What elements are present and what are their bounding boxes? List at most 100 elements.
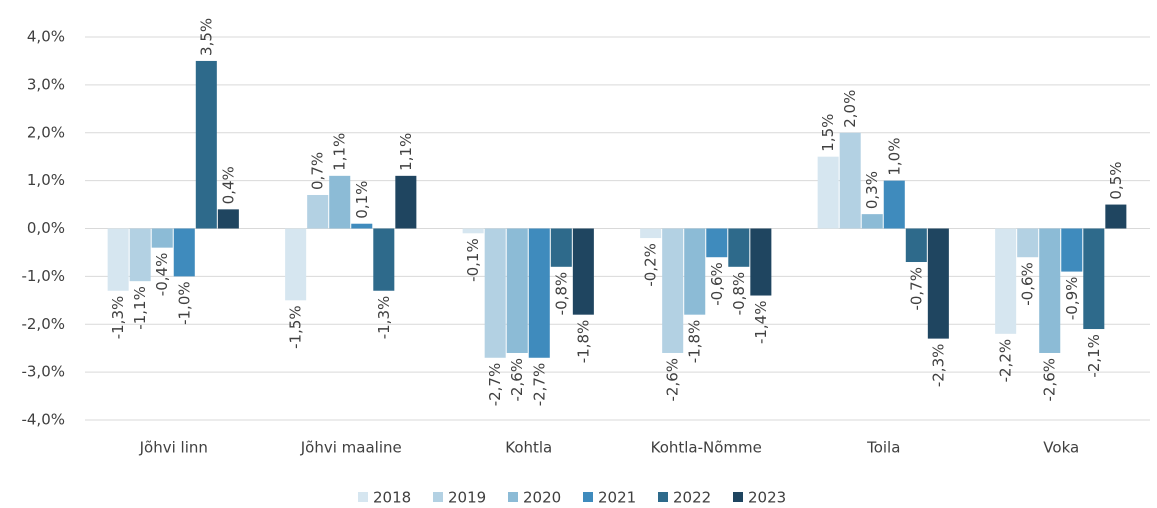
data-label: 0,3% <box>863 171 881 209</box>
x-tick-label: Kohtla-Nõmme <box>651 439 762 457</box>
data-label: -2,6% <box>508 358 526 402</box>
data-label: 1,1% <box>397 133 415 171</box>
data-label: 1,0% <box>885 138 903 176</box>
bar <box>995 228 1017 334</box>
legend-swatch <box>508 492 518 502</box>
data-label: -2,3% <box>929 344 947 388</box>
data-label: -0,4% <box>153 253 171 297</box>
data-label: -0,7% <box>907 267 925 311</box>
bar <box>1017 228 1039 258</box>
bar <box>484 228 506 358</box>
data-label: -0,6% <box>1019 262 1037 306</box>
bar <box>1061 228 1083 272</box>
data-label: -1,3% <box>375 296 393 340</box>
legend-label: 2018 <box>373 489 411 507</box>
bar <box>684 228 706 315</box>
legend-swatch <box>433 492 443 502</box>
data-label: -1,8% <box>686 320 704 364</box>
y-tick-label: 1,0% <box>27 171 65 189</box>
bar <box>462 228 484 234</box>
data-label: -0,8% <box>552 272 570 316</box>
data-label: -2,1% <box>1085 334 1103 378</box>
x-tick-label: Voka <box>1043 439 1079 457</box>
data-label: -1,8% <box>574 320 592 364</box>
bar <box>395 175 417 229</box>
data-label: -0,9% <box>1063 277 1081 321</box>
bar <box>107 228 129 291</box>
y-tick-label: -2,0% <box>21 315 65 333</box>
x-tick-label: Kohtla <box>505 439 552 457</box>
data-label: -1,4% <box>752 301 770 345</box>
data-label: -0,6% <box>708 262 726 306</box>
data-label: -0,8% <box>730 272 748 316</box>
x-tick-label: Jõhvi maaline <box>300 439 402 457</box>
data-label: -0,1% <box>464 238 482 282</box>
legend-label: 2023 <box>748 489 786 507</box>
y-tick-label: 0,0% <box>27 219 65 237</box>
y-tick-label: 4,0% <box>27 28 65 46</box>
x-tick-label: Toila <box>866 439 900 457</box>
bar <box>839 132 861 229</box>
bar <box>572 228 594 315</box>
bar <box>1039 228 1061 353</box>
bar <box>129 228 151 282</box>
bar <box>506 228 528 353</box>
legend-swatch <box>583 492 593 502</box>
data-label: 2,0% <box>841 90 859 128</box>
data-label: -1,1% <box>131 286 149 330</box>
legend-swatch <box>658 492 668 502</box>
bar <box>927 228 949 339</box>
bar <box>883 180 905 229</box>
y-tick-label: -4,0% <box>21 411 65 429</box>
data-label: 1,1% <box>331 133 349 171</box>
legend-label: 2021 <box>598 489 636 507</box>
bar <box>329 175 351 229</box>
bar <box>662 228 684 353</box>
data-label: -2,7% <box>530 363 548 407</box>
data-label: 0,5% <box>1107 161 1125 199</box>
bar <box>195 60 217 229</box>
bar <box>550 228 572 267</box>
data-label: -2,7% <box>486 363 504 407</box>
data-label: -2,6% <box>664 358 682 402</box>
bar <box>373 228 395 291</box>
bar <box>750 228 772 296</box>
data-label: 0,1% <box>353 181 371 219</box>
bar <box>728 228 750 267</box>
bar <box>151 228 173 248</box>
bar <box>905 228 927 263</box>
bar <box>307 194 329 229</box>
legend-swatch <box>733 492 743 502</box>
data-label: -1,0% <box>175 281 193 325</box>
bar <box>1083 228 1105 330</box>
data-label: 0,7% <box>309 152 327 190</box>
data-label: 3,5% <box>197 18 215 56</box>
bar <box>817 156 839 229</box>
legend-swatch <box>358 492 368 502</box>
data-label: -2,6% <box>1041 358 1059 402</box>
bar <box>173 228 195 277</box>
y-tick-label: -3,0% <box>21 363 65 381</box>
data-label: -2,2% <box>997 339 1015 383</box>
y-tick-label: -1,0% <box>21 267 65 285</box>
y-tick-label: 2,0% <box>27 123 65 141</box>
bar <box>528 228 550 358</box>
bar <box>640 228 662 239</box>
legend-label: 2019 <box>448 489 486 507</box>
bar <box>861 214 883 229</box>
x-tick-label: Jõhvi linn <box>139 439 208 457</box>
bar <box>706 228 728 258</box>
data-label: -1,3% <box>109 296 127 340</box>
data-label: -1,5% <box>287 305 305 349</box>
bar <box>1105 204 1127 229</box>
legend-label: 2022 <box>673 489 711 507</box>
data-label: -0,2% <box>642 243 660 287</box>
data-label: 1,5% <box>819 114 837 152</box>
data-label: 0,4% <box>219 166 237 204</box>
bar <box>285 228 307 301</box>
bar <box>351 223 373 229</box>
legend-label: 2020 <box>523 489 561 507</box>
y-tick-label: 3,0% <box>27 75 65 93</box>
bar <box>217 209 239 229</box>
